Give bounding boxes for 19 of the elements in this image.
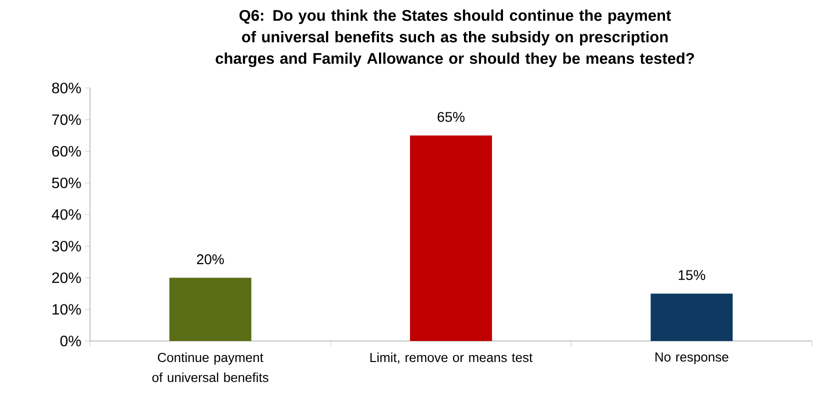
chart-title: Q6: Do you think the States should continue the payment of universal benefits such as the subsidy on prescription charges and Family Allowance or should they be means tested?: [216, 10, 694, 68]
y-tick-label: 70%: [52, 114, 81, 125]
data-label: 20%: [197, 254, 224, 264]
y-tick-label: 50%: [52, 178, 81, 188]
y-tick-label: 30%: [52, 240, 81, 252]
x-tick-label: No response: [656, 352, 728, 364]
x-tick-label: Limit, remove or means test: [370, 352, 533, 364]
y-tick-label: 0%: [60, 336, 81, 346]
data-label: 65%: [438, 112, 465, 122]
y-tick-label: 40%: [52, 209, 81, 220]
bar: [410, 135, 492, 341]
y-tick-label: 10%: [52, 304, 81, 315]
y-tick-label: 20%: [52, 272, 81, 284]
data-label: 15%: [678, 270, 706, 280]
y-tick-label: 60%: [52, 146, 81, 157]
bar: [169, 278, 252, 341]
y-tick-label: 80%: [52, 82, 81, 94]
bar: [650, 294, 733, 341]
x-tick-label: Continue payment of universal benefits: [152, 352, 268, 382]
